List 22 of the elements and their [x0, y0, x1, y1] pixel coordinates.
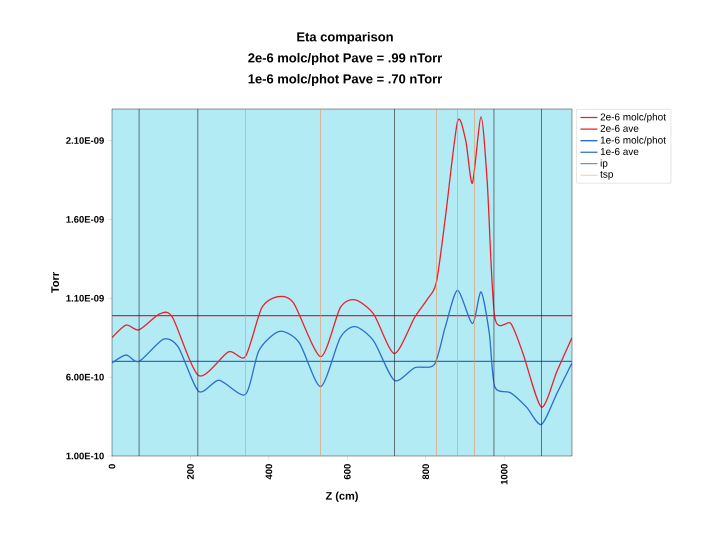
legend-label: tsp [600, 171, 613, 180]
x-tick-label: 800 [422, 464, 430, 480]
legend-label: 1e-6 molc/phot [600, 136, 666, 146]
y-tick-label: 1.60E-09 [66, 216, 104, 223]
legend-label: ip [600, 159, 608, 169]
legend-label: 2e-6 ave [600, 124, 638, 132]
x-tick-label: 400 [266, 464, 272, 480]
text: 1e-6 molc/phot Pave = .70 nTorr [248, 74, 442, 86]
y-tick-label: 6.00E-10 [66, 374, 104, 380]
y-tick-label: 2.10E-09 [66, 137, 104, 144]
x-tick-label: 200 [187, 464, 194, 480]
x-tick-label: 1000 [500, 464, 508, 484]
x-tick-label: 600 [344, 464, 351, 480]
x-tick-label: 0 [108, 464, 116, 469]
legend-label: 2e-6 molc/phot [600, 113, 666, 122]
y-tick-label: 1.10E-09 [66, 294, 104, 302]
legend-label: 1e-6 ave [600, 148, 638, 156]
x-axis-title: Z (cm) [326, 492, 358, 502]
chart-title: Eta comparison [297, 32, 393, 44]
chart-subtitle: 2e-6 molc/phot Pave = .99 nTorr [248, 52, 442, 66]
y-tick-label: 1.00E-10 [66, 452, 104, 460]
y-axis-title: Torr [51, 272, 59, 293]
